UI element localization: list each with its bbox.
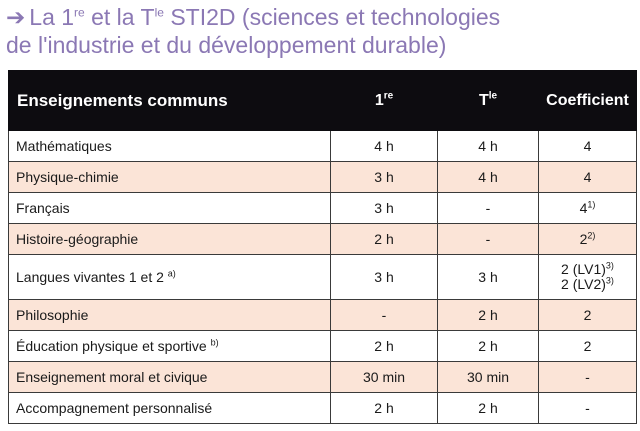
cell-first-year-hours: 4 h [330,130,438,162]
cell-first-year-hours: - [330,299,438,331]
coefficient-line: 22) [579,229,596,247]
cell-coefficient: 2 [538,330,637,362]
coefficient-footnote: 1) [587,198,596,209]
heading-text-b: et la T [84,4,155,30]
header-first-year: 1re [330,70,438,131]
coefficient-line: 4 [583,137,592,154]
cell-subject: Français [8,192,331,224]
subject-label: Philosophie [16,307,89,323]
cell-terminale-hours: 2 h [437,392,539,424]
subject-footnote: a) [167,268,176,279]
cell-terminale-hours: 30 min [437,361,539,393]
page-heading: ➔ La 1re et la Tle STI2D (sciences et tec… [6,3,636,59]
cell-coefficient: 4 [538,161,637,193]
table-row: Français 3 h - 41) [8,192,637,224]
cell-coefficient: - [538,392,637,424]
coefficient-line: - [585,368,590,385]
cell-coefficient: 4 [538,130,637,162]
subject-label: Langues vivantes 1 et 2 [16,269,164,285]
cell-terminale-hours: - [437,223,539,255]
cell-first-year-hours: 30 min [330,361,438,393]
subject-label: Physique-chimie [16,169,119,185]
cell-terminale-hours: - [437,192,539,224]
cell-coefficient: 2 [538,299,637,331]
heading-line-2: de l'industrie et du développement durab… [6,32,447,58]
subject-label: Histoire-géographie [16,231,139,247]
cell-first-year-hours: 3 h [330,161,438,193]
table-header-row: Enseignements communs 1re Tle Coefficien… [8,70,637,131]
cell-subject: Philosophie [8,299,331,331]
heading-text-a: La 1 [29,4,75,30]
cell-terminale-hours: 2 h [437,299,539,331]
cell-subject: Physique-chimie [8,161,331,193]
heading-line-1: ➔ La 1re et la Tle STI2D (sciences et tec… [6,3,636,31]
cell-terminale-hours: 2 h [437,330,539,362]
coefficient-footnote: 3) [605,260,614,271]
subject-label: Éducation physique et sportive [16,338,207,354]
cell-coefficient: 22) [538,223,637,255]
cell-terminale-hours: 4 h [437,161,539,193]
coefficient-line: - [585,399,590,416]
cell-coefficient: 41) [538,192,637,224]
cell-terminale-hours: 4 h [437,130,539,162]
coefficient-line: 4 [583,168,592,185]
header-subject: Enseignements communs [8,70,331,131]
coefficient-footnote-2: 3) [605,275,614,286]
cell-subject: Histoire-géographie [8,223,331,255]
table-row: Histoire-géographie 2 h - 22) [8,223,637,255]
arrow-right-icon: ➔ [6,4,26,30]
cell-coefficient: - [538,361,637,393]
subject-label: Enseignement moral et civique [16,369,208,385]
courses-table: Enseignements communs 1re Tle Coefficien… [8,70,637,424]
coefficient-line: 2 [583,306,592,323]
heading-sup-terminale: le [154,5,164,20]
subject-label: Français [16,200,70,216]
cell-first-year-hours: 2 h [330,223,438,255]
cell-first-year-hours: 2 h [330,330,438,362]
cell-terminale-hours: 3 h [437,254,539,300]
cell-first-year-hours: 3 h [330,192,438,224]
cell-subject: Langues vivantes 1 et 2 a) [8,254,331,300]
cell-subject: Enseignement moral et civique [8,361,331,393]
table-row: Philosophie -2 h 2 [8,299,637,331]
cell-subject: Accompagnement personnalisé [8,392,331,424]
cell-subject: Éducation physique et sportive b) [8,330,331,362]
coefficient-line-2: 2 (LV2)3) [561,275,614,292]
table-row: Enseignement moral et civique 30 min 30 mi… [8,361,637,393]
subject-label: Mathématiques [16,138,112,154]
coefficient-line: 41) [579,198,596,216]
cell-coefficient: 2 (LV1)3) 2 (LV2)3) [538,254,637,300]
cell-subject: Mathématiques [8,130,331,162]
heading-text-c: STI2D (sciences et technologies [163,4,501,30]
cell-first-year-hours: 3 h [330,254,438,300]
subject-label: Accompagnement personnalisé [16,400,213,416]
subject-footnote: b) [210,337,219,348]
coefficient-line: 2 (LV1)3) [561,260,614,277]
heading-sup-premiere: re [74,5,85,20]
cell-first-year-hours: 2 h [330,392,438,424]
coefficient-footnote: 2) [587,229,596,240]
header-terminale: Tle [437,70,539,131]
coefficient-line: 2 [583,337,592,354]
header-coefficient: Coefficient [538,70,637,131]
